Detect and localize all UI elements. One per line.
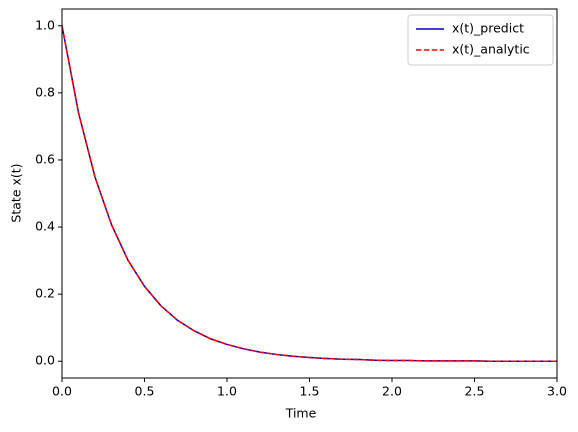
legend-box [407,14,554,66]
x-tick-label: 1.0 [217,384,237,399]
x-tick-label: 0.5 [135,384,155,399]
y-tick-label: 0.8 [35,84,55,99]
x-tick-label: 3.0 [547,384,567,399]
y-tick-label: 0.2 [35,286,55,301]
y-tick-label: 1.0 [35,17,55,32]
legend-label: x(t)_analytic [452,42,530,57]
x-tick-label: 2.5 [465,384,485,399]
x-tick-label: 1.5 [300,384,320,399]
y-tick-label: 0.6 [35,151,55,166]
legend-label: x(t)_predict [452,21,524,36]
y-tick-label: 0.0 [35,353,55,368]
x-tick-label: 2.0 [382,384,402,399]
x-tick-label: 0.0 [52,384,72,399]
plot-frame [61,8,558,379]
data-line [62,25,557,362]
y-tick-label: 0.4 [35,219,55,234]
data-line [62,25,557,362]
x-axis-label: Time [285,406,317,421]
y-axis-label: State x(t) [9,163,24,222]
